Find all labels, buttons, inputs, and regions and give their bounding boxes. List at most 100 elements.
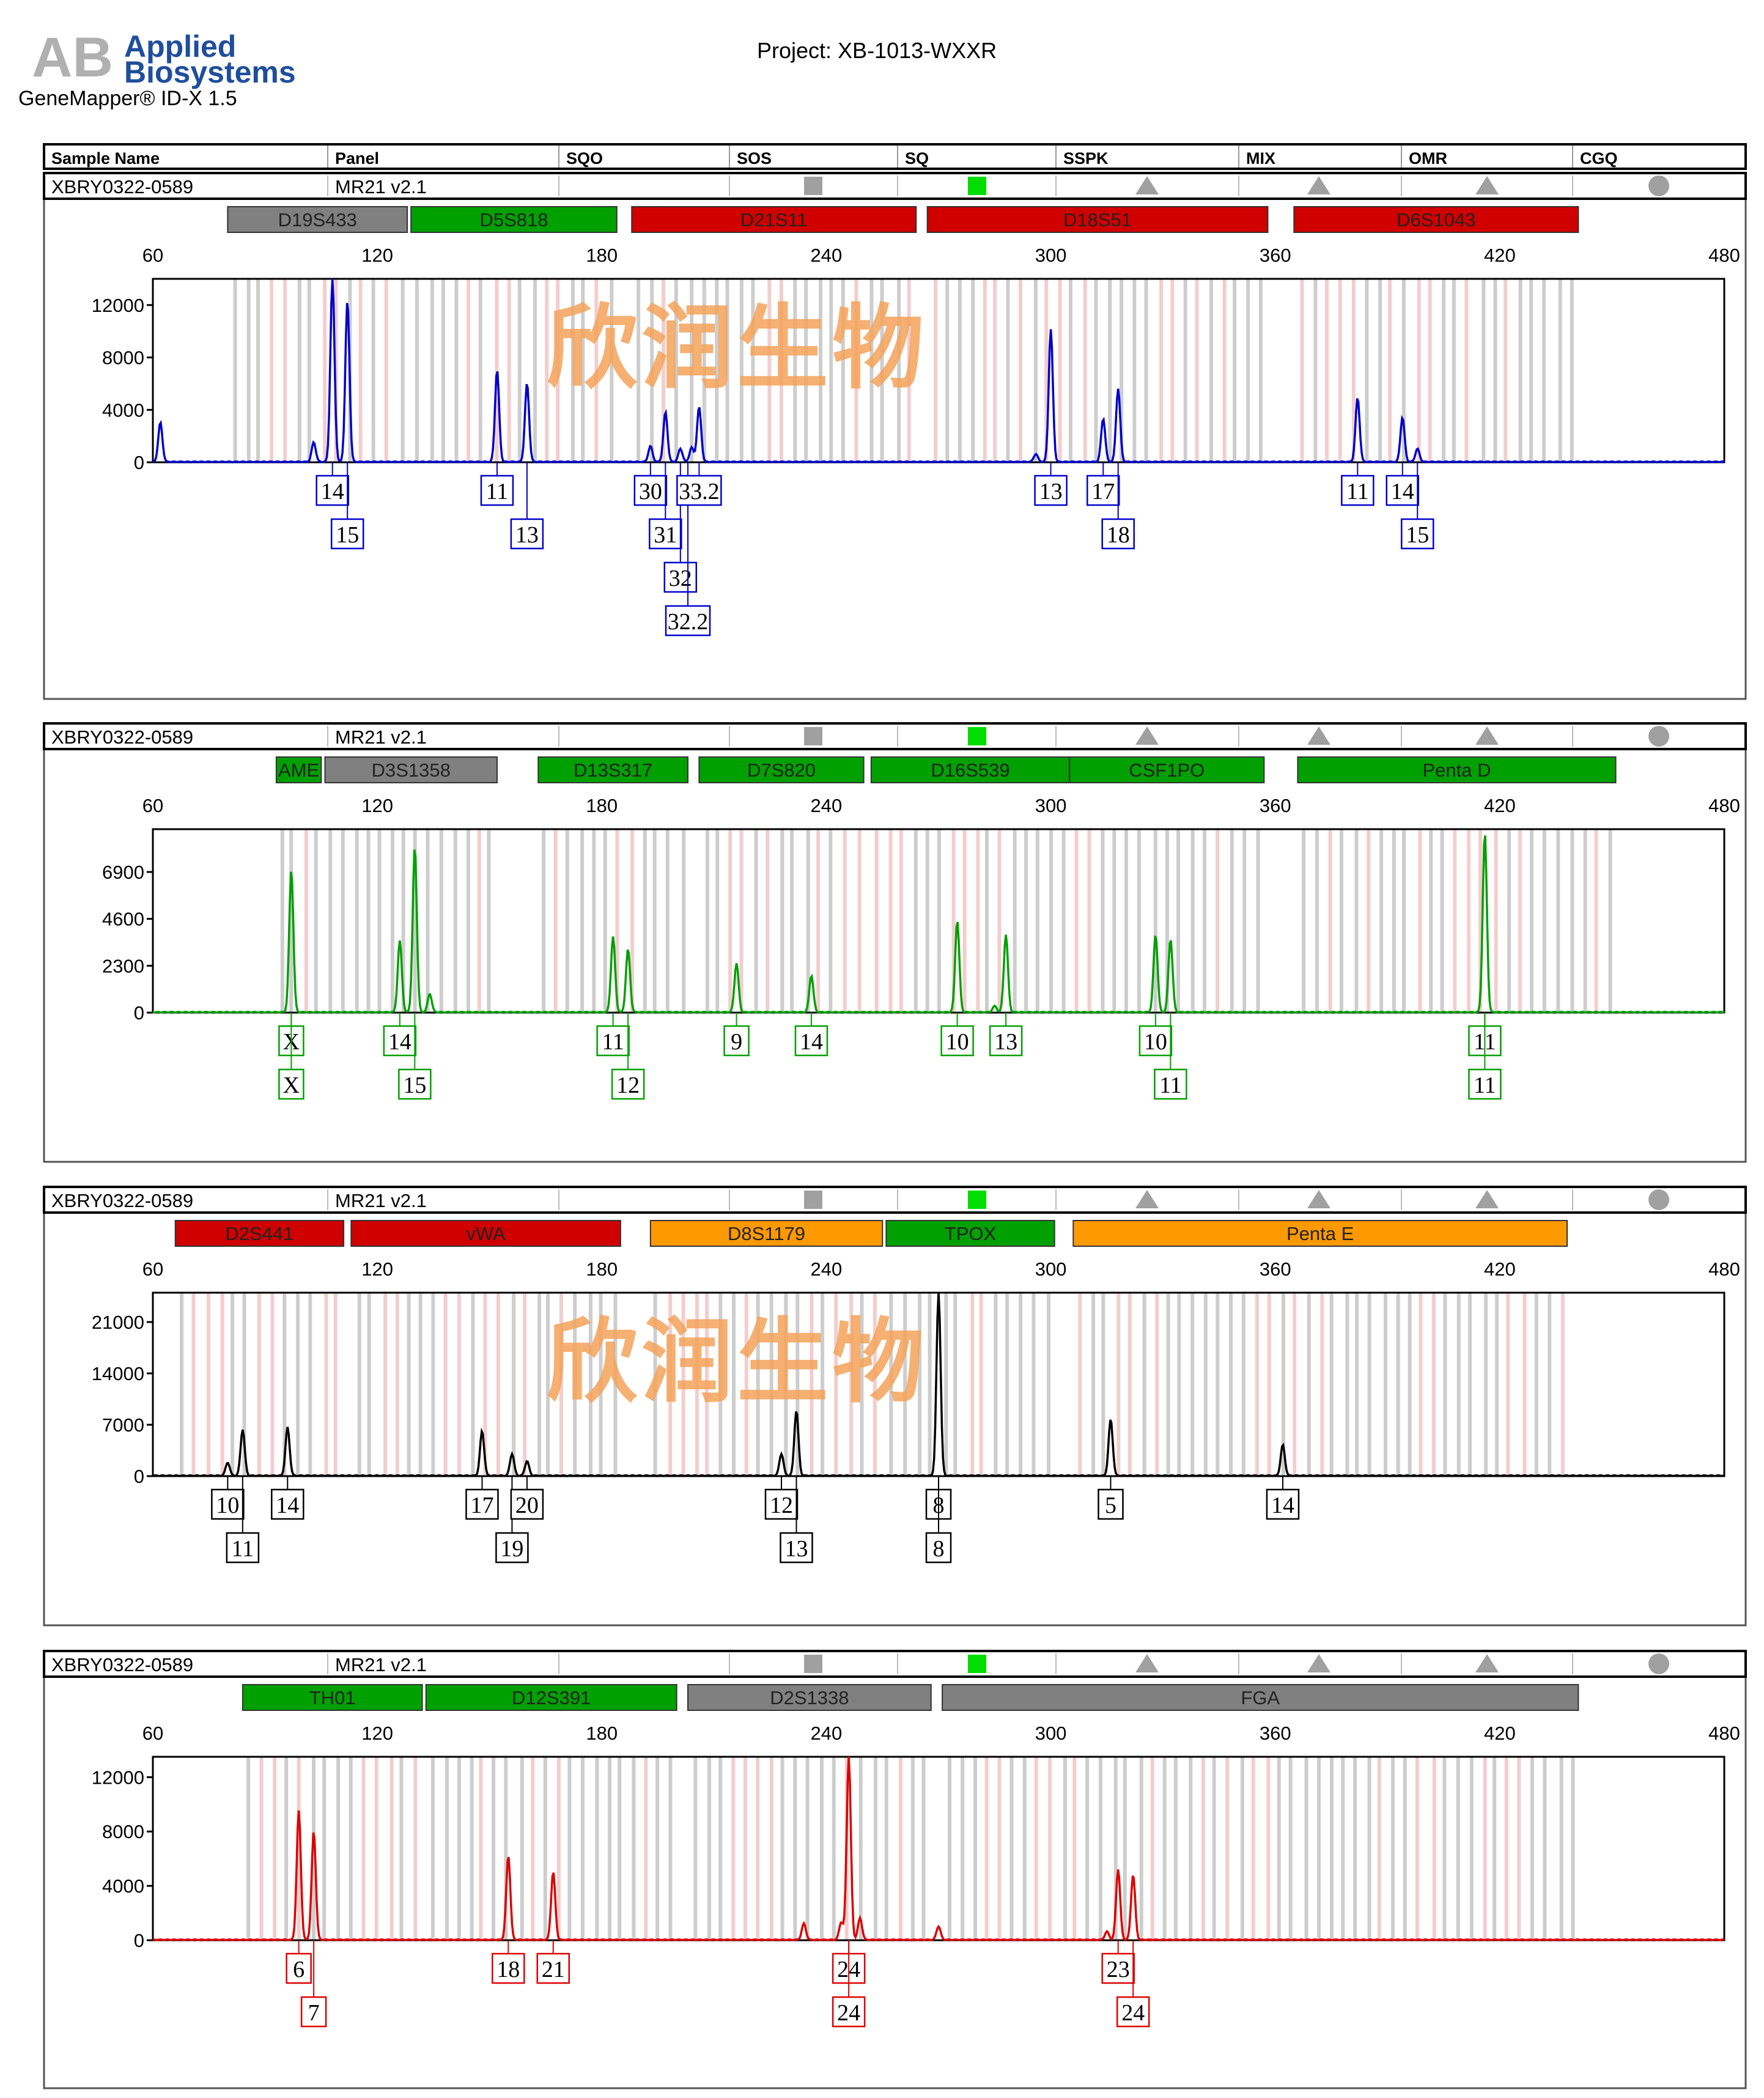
allele-bin	[1189, 1757, 1193, 1940]
marker-bar	[174, 1220, 345, 1247]
allele-bin	[556, 279, 560, 462]
allele-bin	[819, 1757, 824, 1940]
allele-bin	[466, 829, 470, 1013]
allele-bin	[391, 829, 395, 1013]
marker-label: D5S818	[479, 209, 548, 231]
allele-bin	[389, 1757, 394, 1940]
allele-bin	[1190, 1293, 1195, 1476]
allele-bin	[780, 1757, 784, 1940]
allele-bin	[897, 279, 901, 462]
marker-bar	[942, 1684, 1579, 1711]
allele-bin	[470, 1757, 474, 1940]
allele-bin	[707, 1757, 712, 1940]
allele-bin	[1403, 1757, 1407, 1940]
x-tick-label: 120	[361, 1258, 393, 1280]
sos-gray-square-icon	[804, 177, 822, 195]
allele-bin	[937, 829, 941, 1013]
allele-label: X	[283, 1073, 300, 1098]
allele-bin	[984, 1757, 989, 1940]
column-header-sspk: SSPK	[1063, 149, 1109, 168]
allele-bin	[1392, 829, 1396, 1013]
allele-bin	[220, 1293, 224, 1476]
allele-bin	[1379, 829, 1384, 1013]
allele-bin	[718, 1293, 723, 1476]
allele-bin	[257, 1293, 261, 1476]
allele-bin	[662, 279, 666, 462]
allele-bin	[546, 1293, 550, 1476]
allele-bin	[1233, 279, 1237, 462]
plot-frame	[152, 278, 1725, 464]
allele-bin	[1530, 1757, 1534, 1940]
panel-green: XBRY0322-0589 MR21 v2.1 AME D3S1358 D13S317 D…	[43, 722, 1747, 1163]
allele-bin	[1035, 829, 1039, 1013]
allele-bin	[478, 279, 482, 462]
column-header-omr: OMR	[1409, 149, 1447, 168]
allele-bin	[233, 279, 237, 462]
column-header-mix: MIX	[1246, 149, 1275, 168]
allele-bin	[1190, 829, 1195, 1013]
quality-triangle-icon	[1307, 1190, 1330, 1208]
allele-bin	[728, 829, 733, 1013]
trace-line	[153, 1756, 1725, 1941]
allele-bin	[918, 1293, 922, 1476]
marker-label: D13S317	[574, 759, 652, 781]
x-tick-label: 120	[361, 245, 393, 266]
sample-name: XBRY0322-0589	[51, 726, 193, 748]
allele-bin	[357, 1293, 361, 1476]
allele-bin	[314, 829, 318, 1013]
allele-bin	[1155, 1293, 1159, 1476]
y-tick-label: 8000	[102, 1821, 144, 1842]
allele-bin	[1529, 279, 1533, 462]
allele-bin	[556, 1757, 561, 1940]
allele-box	[1034, 475, 1068, 506]
y-tick-label: 0	[134, 452, 144, 473]
allele-bin	[1453, 829, 1457, 1013]
allele-bin	[849, 1293, 854, 1476]
allele-bin	[945, 279, 950, 462]
allele-bin	[795, 1293, 800, 1476]
allele-bin	[1548, 1293, 1552, 1476]
marker-label: Penta D	[1422, 759, 1491, 781]
allele-box	[1086, 475, 1120, 506]
x-tick-label: 180	[586, 1723, 618, 1744]
cgq-circle-icon	[1648, 1189, 1669, 1210]
allele-bin	[1428, 279, 1432, 462]
allele-box	[764, 1488, 799, 1520]
cgq-circle-icon	[1648, 175, 1669, 196]
allele-box	[1266, 1488, 1300, 1520]
allele-label: 33.2	[679, 479, 720, 504]
x-tick-label: 240	[811, 1723, 843, 1744]
allele-bin	[567, 1757, 572, 1940]
allele-bin	[1494, 829, 1498, 1013]
allele-bin	[269, 279, 273, 462]
quality-triangle-icon	[1307, 726, 1330, 745]
allele-bin	[766, 829, 770, 1013]
marker-bar	[537, 756, 689, 783]
allele-bin	[312, 1757, 316, 1940]
allele-bin	[1378, 279, 1382, 462]
allele-bin	[1482, 279, 1486, 462]
allele-label: 11	[602, 1029, 624, 1055]
x-tick-label: 60	[142, 1258, 163, 1280]
allele-bin	[754, 829, 758, 1013]
x-tick-label: 300	[1035, 245, 1067, 266]
allele-bin	[613, 1293, 618, 1476]
allele-bin	[1203, 829, 1207, 1013]
x-tick-label: 420	[1484, 795, 1516, 816]
marker-label: vWA	[466, 1223, 506, 1244]
allele-bin	[1124, 829, 1128, 1013]
allele-bin	[1304, 1757, 1308, 1940]
allele-bin	[445, 1757, 449, 1940]
allele-label: 32.2	[668, 609, 709, 635]
allele-bin	[921, 1757, 926, 1940]
allele-bin	[769, 1757, 773, 1940]
allele-bin	[1452, 279, 1456, 462]
allele-bin	[1583, 829, 1587, 1013]
allele-bin	[668, 1293, 673, 1476]
allele-bin	[806, 829, 810, 1013]
y-tick-label: 6900	[102, 862, 144, 883]
allele-bin	[973, 1757, 977, 1940]
allele-box	[510, 518, 544, 550]
allele-bin	[1222, 279, 1227, 462]
